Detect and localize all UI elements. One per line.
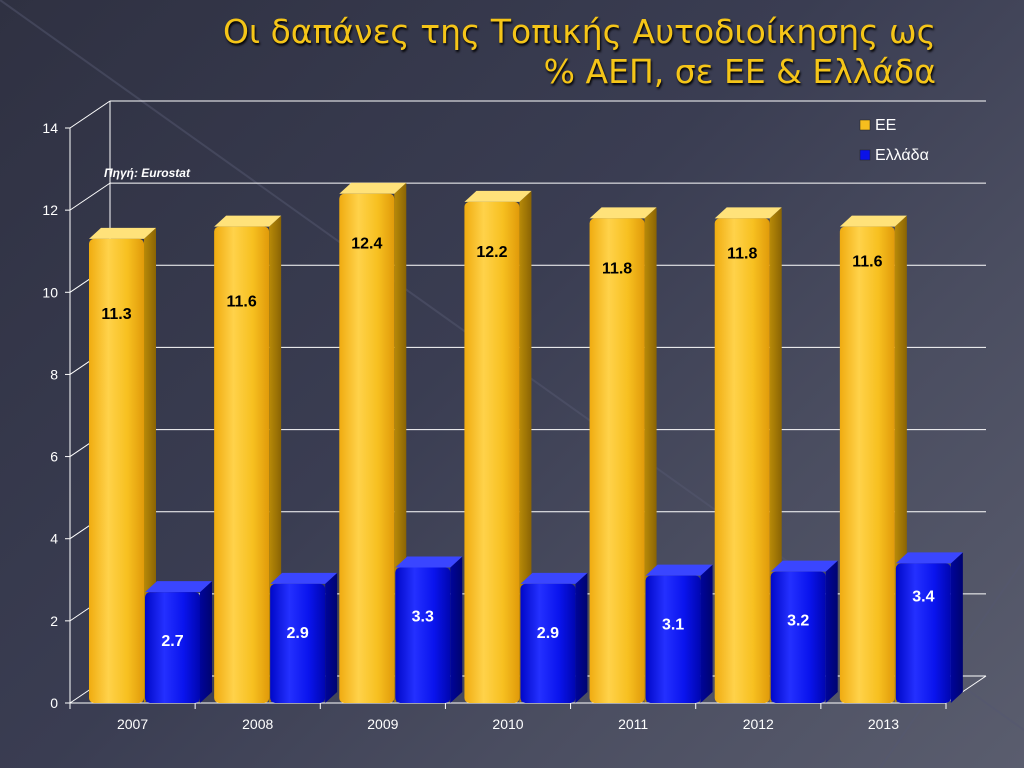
bar-greece	[645, 564, 713, 703]
gridline-diag	[69, 182, 111, 211]
bars	[89, 182, 963, 704]
legend-label: ΕΕ	[875, 117, 896, 134]
y-tick-label: 4	[50, 531, 58, 547]
y-tick-label: 14	[42, 120, 58, 136]
data-label: 11.6	[227, 294, 257, 311]
data-label: 11.3	[101, 306, 131, 323]
bar-greece	[770, 560, 838, 703]
data-label: 3.1	[662, 617, 684, 634]
x-tick-label: 2013	[868, 716, 899, 732]
y-tick-label: 2	[50, 613, 58, 629]
data-label: 11.8	[602, 260, 632, 277]
title-line-1: Οι δαπάνες της Τοπικής Αυτοδιοίκησης ως	[222, 12, 936, 51]
data-label: 3.4	[912, 588, 934, 605]
bar-greece	[520, 572, 588, 703]
title-line-2: % ΑΕΠ, σε ΕΕ & Ελλάδα	[543, 52, 936, 91]
y-tick-label: 6	[50, 449, 58, 465]
data-label: 11.6	[852, 254, 882, 271]
bar-greece	[145, 581, 212, 703]
y-tick-label: 8	[50, 366, 58, 382]
bar-greece	[270, 572, 338, 703]
x-tick-label: 2008	[242, 716, 273, 732]
data-label: 11.8	[727, 245, 757, 262]
data-label: 2.7	[161, 633, 183, 650]
x-tick-label: 2010	[492, 716, 523, 732]
source-note: Πηγή: Eurostat	[104, 166, 191, 180]
y-tick-label: 10	[42, 284, 58, 300]
bar-greece	[895, 552, 963, 703]
data-label: 12.4	[351, 236, 382, 253]
y-tick-label: 0	[50, 695, 58, 711]
x-tick-label: 2011	[618, 716, 648, 732]
bar-greece	[395, 556, 463, 703]
x-tick-label: 2012	[743, 716, 774, 732]
y-tick-label: 12	[42, 202, 58, 218]
data-label: 2.9	[537, 625, 559, 642]
data-label: 3.3	[412, 608, 434, 625]
data-label: 12.2	[476, 244, 507, 261]
data-label: 3.2	[787, 613, 809, 630]
gridline-diag	[69, 100, 111, 129]
bar-ee	[464, 190, 532, 703]
legend: ΕΕ Ελλάδα	[859, 117, 929, 164]
page-title: Οι δαπάνες της Τοπικής Αυτοδιοίκησης ως …	[40, 12, 984, 92]
bar-ee	[89, 227, 156, 703]
legend-swatch	[859, 149, 871, 161]
legend-label: Ελλάδα	[875, 147, 929, 164]
x-tick-label: 2007	[117, 716, 148, 732]
data-label: 2.9	[287, 625, 309, 642]
x-tick-label: 2009	[367, 716, 398, 732]
data-labels: 11.3 2.7 11.6 2.9 12.4 3.3 12.2 2.9 11.8 3.1 11.8 3…	[101, 236, 934, 650]
legend-swatch	[859, 119, 871, 131]
